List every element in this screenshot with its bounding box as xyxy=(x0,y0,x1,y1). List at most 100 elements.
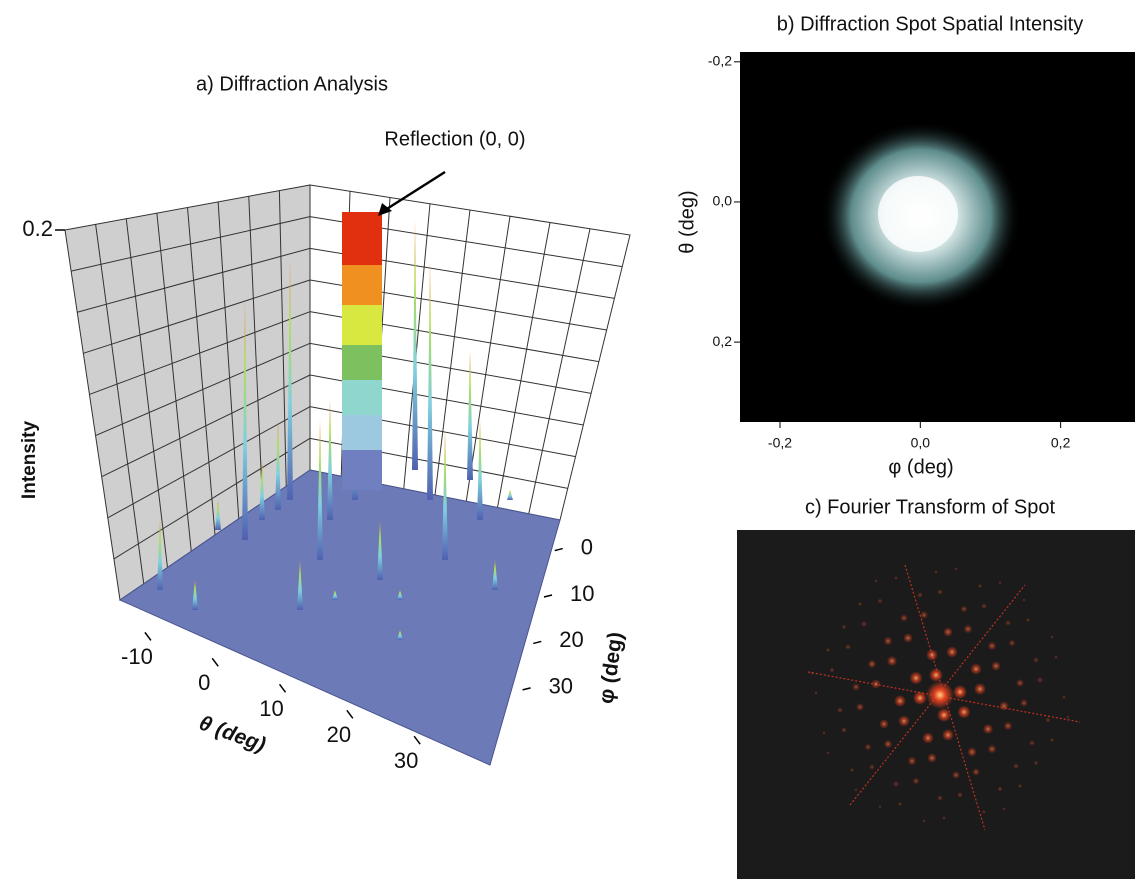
wall-grid-line xyxy=(403,203,431,489)
fft-dot xyxy=(957,792,963,798)
spike xyxy=(192,580,198,610)
fft-dot xyxy=(822,731,826,735)
fft-dot xyxy=(937,708,951,722)
fft-dot xyxy=(937,795,943,801)
wall-grid-line xyxy=(83,279,311,354)
spike xyxy=(275,420,281,510)
y-tick-label: 0,0 xyxy=(713,193,733,209)
fft-dot xyxy=(917,592,923,598)
x-tick-label: 0,2 xyxy=(1051,435,1071,451)
fft-dot xyxy=(883,739,893,749)
annotation-arrow xyxy=(381,170,446,214)
fft-dot xyxy=(829,667,835,673)
fft-dot xyxy=(894,576,898,580)
fft-dot xyxy=(856,703,864,711)
chart-title: b) Diffraction Spot Spatial Intensity xyxy=(777,13,1083,35)
fft-dot xyxy=(854,788,858,792)
wall-grid-line xyxy=(217,201,240,519)
fft-dot xyxy=(953,685,967,699)
spike xyxy=(507,490,513,500)
spike xyxy=(412,220,418,470)
wall-grid-line xyxy=(71,216,311,272)
arrow-head xyxy=(378,203,392,216)
x-tick-label: 20 xyxy=(327,722,351,747)
fft-dot xyxy=(922,819,926,823)
fft-dot xyxy=(927,753,937,763)
fft-dot xyxy=(1054,655,1058,659)
fft-dot xyxy=(1025,617,1031,623)
fft-dot xyxy=(967,747,977,757)
fft-dot xyxy=(810,671,814,675)
fft-dot xyxy=(879,719,889,729)
spike xyxy=(317,420,323,560)
wall-grid-line xyxy=(156,213,192,552)
wall-grid-line xyxy=(95,224,145,584)
chart-title: a) Diffraction Analysis xyxy=(196,73,388,95)
y-tick xyxy=(522,687,531,691)
spikes xyxy=(157,220,513,640)
fft-dot xyxy=(852,683,860,691)
fft-dot xyxy=(991,661,1001,671)
fft-dot xyxy=(974,683,986,695)
spike xyxy=(157,520,163,590)
fft-dot xyxy=(942,816,946,820)
x-tick-label: -0,2 xyxy=(768,435,792,451)
fft-dot xyxy=(898,715,910,727)
fft-dot xyxy=(960,605,968,613)
fft-dot xyxy=(1013,763,1019,769)
fft-dot xyxy=(857,601,863,607)
fft-dot xyxy=(997,786,1003,792)
spike xyxy=(442,430,448,560)
fft-dot xyxy=(849,767,855,773)
fft-dot xyxy=(814,691,818,695)
fft-dot xyxy=(937,589,943,595)
fft-dot xyxy=(883,636,893,646)
x-tick-label: 0 xyxy=(198,670,210,695)
fft-dot xyxy=(861,621,867,627)
fft-dot xyxy=(982,723,994,735)
fft-dot xyxy=(841,727,847,733)
fft-dot xyxy=(907,756,917,766)
fft-dot xyxy=(987,744,997,754)
spike xyxy=(377,520,383,580)
fft-dot xyxy=(825,647,831,653)
wall-grid-line xyxy=(248,196,263,503)
spike xyxy=(477,420,483,520)
y-tick-label: 20 xyxy=(559,627,583,652)
wall-grid-line xyxy=(107,406,311,519)
fft-center xyxy=(926,681,954,709)
fft-dot xyxy=(1017,783,1023,789)
y-tick xyxy=(543,594,553,598)
wall-grid-line xyxy=(187,207,216,536)
y-tick-label: 30 xyxy=(549,674,573,699)
y-axis-label: φ (deg) xyxy=(595,631,628,706)
spike xyxy=(467,350,473,480)
fft-dot xyxy=(977,583,983,589)
fft-dot xyxy=(929,668,943,682)
fft-dot xyxy=(922,732,934,744)
fft-dot xyxy=(1029,740,1035,746)
spike xyxy=(427,260,433,500)
z-axis-label: Intensity xyxy=(19,421,40,500)
x-axis-label: φ (deg) xyxy=(888,456,953,478)
x-tick xyxy=(413,735,421,745)
fft-dot xyxy=(946,646,958,658)
fft-dot xyxy=(867,659,877,669)
wall-grid-line xyxy=(89,311,311,395)
reflection-column xyxy=(342,212,382,490)
fft-dot xyxy=(845,644,851,650)
x-axis-label: θ (deg) xyxy=(196,712,269,757)
spot xyxy=(821,121,1021,311)
x-tick-label: 30 xyxy=(394,748,418,773)
fft-dot xyxy=(1033,657,1039,663)
x-tick-label: -10 xyxy=(121,644,153,669)
fft-dot xyxy=(943,627,953,637)
spike xyxy=(492,560,498,590)
y-tick-label: 0,2 xyxy=(713,333,733,349)
fft-dot xyxy=(909,671,923,685)
fft-dot xyxy=(869,764,875,770)
y-tick-label: 10 xyxy=(570,581,594,606)
y-tick xyxy=(554,547,563,552)
wall-grid-line xyxy=(465,216,511,502)
fft-dot xyxy=(900,614,908,622)
